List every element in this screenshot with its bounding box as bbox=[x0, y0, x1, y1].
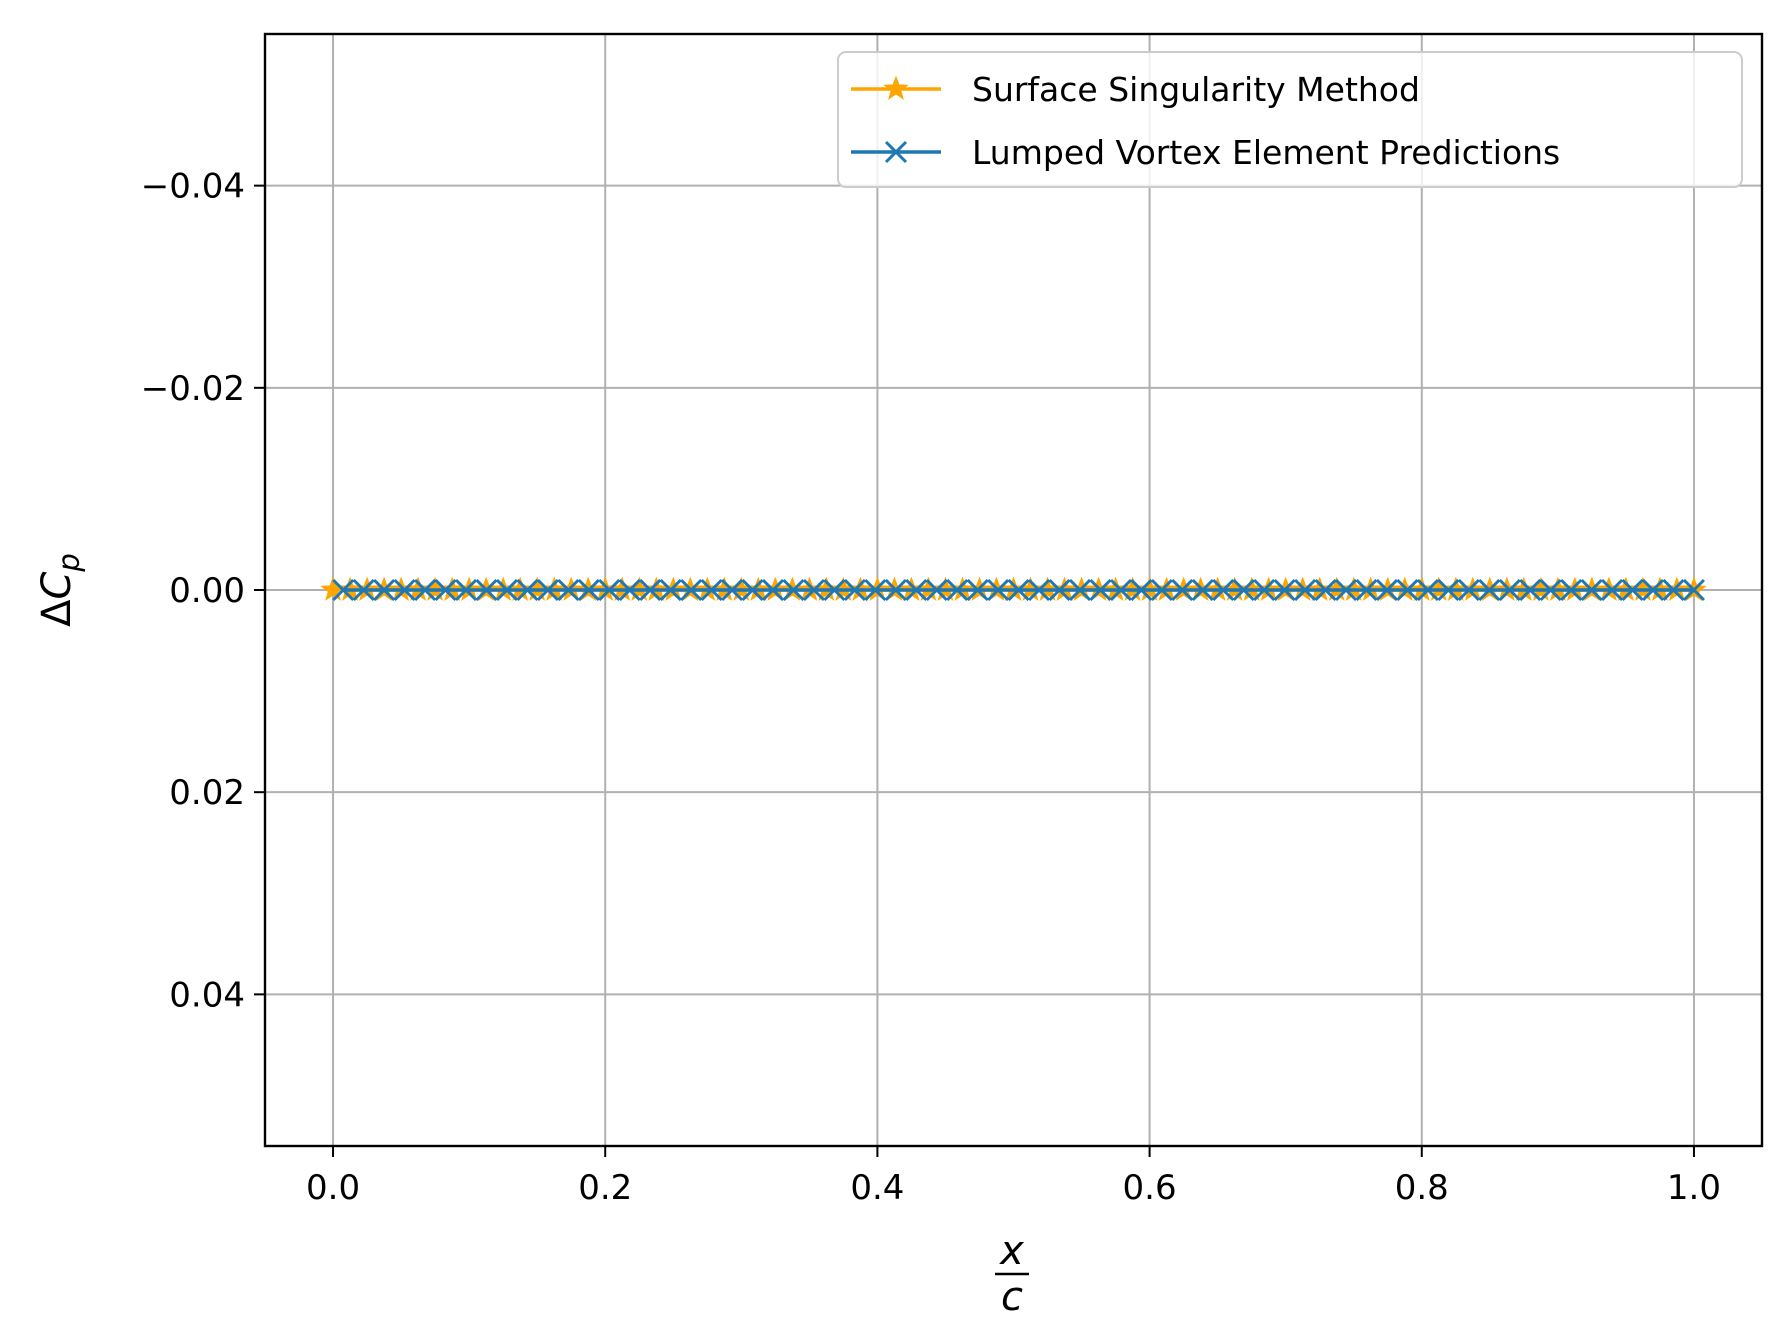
data-point bbox=[1273, 578, 1296, 602]
data-point bbox=[475, 578, 498, 602]
data-point bbox=[1457, 578, 1480, 602]
legend-marker bbox=[884, 140, 908, 164]
data-point bbox=[557, 578, 580, 602]
data-point bbox=[741, 578, 764, 602]
y-tick-label: −0.02 bbox=[141, 369, 245, 409]
legend-box bbox=[837, 51, 1743, 188]
data-point bbox=[987, 578, 1010, 602]
x-label-denominator: c bbox=[1001, 1274, 1023, 1320]
series-layer bbox=[320, 576, 1707, 602]
data-point bbox=[495, 578, 519, 602]
data-point bbox=[1334, 578, 1358, 602]
data-point bbox=[454, 578, 478, 602]
data-point bbox=[1150, 578, 1173, 602]
data-point bbox=[782, 578, 805, 602]
data-point bbox=[1089, 578, 1112, 602]
data-point bbox=[1498, 578, 1521, 602]
data-point bbox=[1682, 578, 1706, 602]
data-point bbox=[802, 578, 826, 602]
x-tick-label: 0.4 bbox=[850, 1168, 904, 1208]
data-point bbox=[373, 578, 396, 602]
x-tick-label: 1.0 bbox=[1667, 1168, 1721, 1208]
data-point bbox=[680, 578, 703, 602]
x-tick-label: 0.0 bbox=[306, 1168, 360, 1208]
y-tick-label: 0.04 bbox=[169, 975, 245, 1015]
y-label-subscript: p bbox=[52, 553, 86, 572]
data-point bbox=[598, 578, 621, 602]
data-point bbox=[1478, 578, 1501, 602]
data-point bbox=[700, 578, 723, 602]
data-point bbox=[332, 578, 355, 602]
data-point bbox=[1294, 578, 1317, 602]
data-point bbox=[1519, 578, 1542, 602]
data-point bbox=[1416, 578, 1439, 602]
data-point bbox=[721, 578, 744, 602]
legend: Surface Singularity Method Lumped Vortex … bbox=[837, 51, 1743, 188]
data-point bbox=[1314, 578, 1337, 602]
data-point bbox=[1539, 578, 1562, 602]
data-point bbox=[905, 578, 928, 602]
legend-label: Surface Singularity Method bbox=[972, 70, 1420, 109]
x-tick-label: 0.6 bbox=[1123, 1168, 1177, 1208]
data-point bbox=[1621, 578, 1644, 602]
data-point bbox=[1171, 578, 1194, 602]
data-point bbox=[925, 578, 948, 602]
data-point bbox=[1028, 578, 1051, 602]
data-point bbox=[659, 578, 682, 602]
y-label-symbol: C bbox=[34, 571, 80, 599]
data-point bbox=[1560, 578, 1583, 602]
y-label-delta: Δ bbox=[34, 599, 80, 627]
legend-entry: Surface Singularity Method bbox=[851, 70, 1420, 109]
data-point bbox=[618, 578, 641, 602]
data-point bbox=[1437, 578, 1460, 602]
data-point bbox=[352, 578, 375, 602]
data-point bbox=[1253, 578, 1276, 602]
data-point bbox=[1601, 578, 1624, 602]
y-tick-label: 0.02 bbox=[169, 773, 245, 813]
x-tick-label: 0.2 bbox=[578, 1168, 632, 1208]
x-label-numerator: x bbox=[998, 1228, 1024, 1274]
data-point bbox=[1396, 578, 1419, 602]
data-point bbox=[1048, 578, 1071, 602]
legend-marker bbox=[883, 75, 909, 100]
legend-label: Lumped Vortex Element Predictions bbox=[972, 133, 1560, 172]
data-point bbox=[1641, 578, 1665, 602]
data-point bbox=[1109, 578, 1132, 602]
data-point bbox=[1130, 578, 1153, 602]
data-point bbox=[414, 578, 437, 602]
x-tick-label: 0.8 bbox=[1395, 1168, 1449, 1208]
legend-entry: Lumped Vortex Element Predictions bbox=[851, 133, 1560, 172]
data-point bbox=[434, 578, 457, 602]
data-point bbox=[577, 578, 600, 602]
data-point bbox=[823, 578, 846, 602]
data-point bbox=[1580, 578, 1603, 602]
data-point bbox=[393, 578, 416, 602]
data-point bbox=[1375, 578, 1399, 602]
data-point bbox=[946, 578, 969, 602]
data-point bbox=[516, 578, 539, 602]
axis-ticks: 0.0 0.2 0.4 0.6 0.8 1.0 −0.04 −0.02 0.00 0.02 0.04 bbox=[141, 167, 1721, 1208]
data-point bbox=[639, 578, 662, 602]
data-point bbox=[864, 578, 887, 602]
data-point bbox=[1068, 578, 1092, 602]
data-point bbox=[843, 578, 866, 602]
data-point bbox=[966, 578, 989, 602]
data-point bbox=[1212, 578, 1235, 602]
data-point bbox=[884, 578, 907, 602]
y-tick-label: 0.00 bbox=[169, 571, 245, 611]
data-point bbox=[1007, 578, 1030, 602]
y-tick-label: −0.04 bbox=[141, 167, 245, 207]
x-axis-label: x c bbox=[995, 1228, 1029, 1320]
y-axis-label: ΔCp bbox=[34, 553, 86, 627]
data-point bbox=[1355, 578, 1378, 602]
series-2 bbox=[332, 578, 1706, 602]
data-point bbox=[1662, 578, 1685, 602]
data-point bbox=[1191, 578, 1214, 602]
data-point bbox=[536, 578, 559, 602]
data-point bbox=[1232, 578, 1255, 602]
data-point bbox=[761, 578, 785, 602]
